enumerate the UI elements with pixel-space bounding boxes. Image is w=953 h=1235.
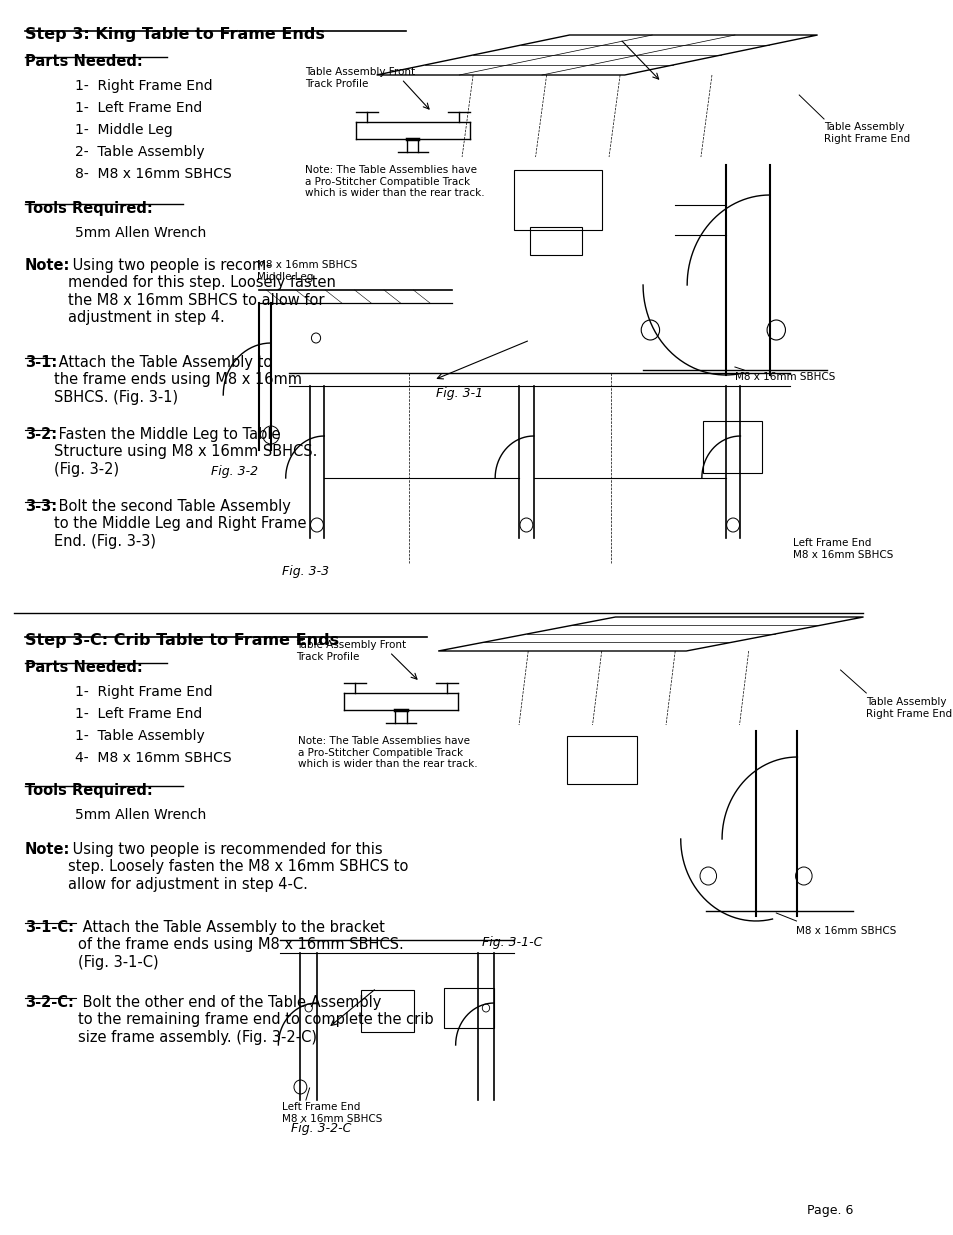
Text: Note: The Table Assemblies have
a Pro-Stitcher Compatible Track
which is wider t: Note: The Table Assemblies have a Pro-St… [305,165,484,198]
Text: Left Frame End
M8 x 16mm SBHCS: Left Frame End M8 x 16mm SBHCS [282,1102,382,1124]
Bar [514,170,601,230]
Text: Table Assembly Front
Track Profile: Table Assembly Front Track Profile [295,640,406,662]
Text: Tools Required:: Tools Required: [25,783,152,798]
Bar [360,990,414,1032]
Text: Note: The Table Assemblies have
a Pro-Stitcher Compatible Track
which is wider t: Note: The Table Assemblies have a Pro-St… [297,736,476,769]
Text: 1-  Middle Leg: 1- Middle Leg [75,124,172,137]
Text: 5mm Allen Wrench: 5mm Allen Wrench [75,226,207,240]
Text: Bolt the second Table Assembly
to the Middle Leg and Right Frame
End. (Fig. 3-3): Bolt the second Table Assembly to the Mi… [54,499,306,548]
Text: 1-  Right Frame End: 1- Right Frame End [75,685,213,699]
Text: 1-  Left Frame End: 1- Left Frame End [75,706,202,721]
Text: Using two people is recom-
mended for this step. Loosely fasten
the M8 x 16mm SB: Using two people is recom- mended for th… [68,258,335,325]
Bar [443,988,494,1028]
Bar [566,736,636,784]
Text: 3-2-C:: 3-2-C: [25,995,73,1010]
Text: Parts Needed:: Parts Needed: [25,659,142,676]
Text: Fig. 3-1: Fig. 3-1 [436,387,483,400]
Text: Fig. 3-1-C: Fig. 3-1-C [482,936,542,948]
Text: 2-  Table Assembly: 2- Table Assembly [75,144,205,159]
Text: 1-  Left Frame End: 1- Left Frame End [75,101,202,115]
Text: 3-2:: 3-2: [25,427,57,442]
Text: M8 x 16mm SBHCS: M8 x 16mm SBHCS [796,926,896,936]
Text: 3-1:: 3-1: [25,354,57,370]
Text: Parts Needed:: Parts Needed: [25,54,142,69]
Text: Fig. 3-2-C: Fig. 3-2-C [291,1123,352,1135]
Text: Step 3-C: Crib Table to Frame Ends: Step 3-C: Crib Table to Frame Ends [25,634,338,648]
Text: M8 x 16mm SBHCS: M8 x 16mm SBHCS [734,372,835,382]
Text: Table Assembly
Right Frame End: Table Assembly Right Frame End [823,122,909,143]
Text: Note:: Note: [25,258,71,273]
Text: Fig. 3-2: Fig. 3-2 [211,466,258,478]
Text: Attach the Table Assembly to the bracket
of the frame ends using M8 x 16mm SBHCS: Attach the Table Assembly to the bracket… [78,920,403,969]
Text: 5mm Allen Wrench: 5mm Allen Wrench [75,808,207,823]
Text: 3-3:: 3-3: [25,499,57,514]
Text: Step 3: King Table to Frame Ends: Step 3: King Table to Frame Ends [25,27,324,42]
Text: Attach the Table Assembly to
the frame ends using M8 x 16mm
SBHCS. (Fig. 3-1): Attach the Table Assembly to the frame e… [54,354,302,405]
Text: 8-  M8 x 16mm SBHCS: 8- M8 x 16mm SBHCS [75,167,232,182]
Text: 1-  Table Assembly: 1- Table Assembly [75,729,205,743]
Text: Fig. 3-3: Fig. 3-3 [282,564,329,578]
Text: Table Assembly
Right Frame End: Table Assembly Right Frame End [865,697,951,719]
Text: Left Frame End
M8 x 16mm SBHCS: Left Frame End M8 x 16mm SBHCS [792,538,892,559]
Text: Table Assembly Front
Track Profile: Table Assembly Front Track Profile [305,67,415,89]
Bar [530,227,581,254]
Text: 1-  Right Frame End: 1- Right Frame End [75,79,213,93]
Bar [702,421,761,473]
Text: 3-1-C:: 3-1-C: [25,920,73,935]
Text: Page. 6: Page. 6 [806,1204,853,1216]
Text: Note:: Note: [25,842,71,857]
Text: Fasten the Middle Leg to Table
Structure using M8 x 16mm SBHCS.
(Fig. 3-2): Fasten the Middle Leg to Table Structure… [54,427,317,477]
Text: M8 x 16mm SBHCS
Middle Leg: M8 x 16mm SBHCS Middle Leg [257,261,357,282]
Text: Using two people is recommended for this
step. Loosely fasten the M8 x 16mm SBHC: Using two people is recommended for this… [68,842,408,892]
Text: Bolt the other end of the Table Assembly
to the remaining frame end to complete : Bolt the other end of the Table Assembly… [78,995,434,1045]
Text: 4-  M8 x 16mm SBHCS: 4- M8 x 16mm SBHCS [75,751,232,764]
Text: Tools Required:: Tools Required: [25,201,152,216]
